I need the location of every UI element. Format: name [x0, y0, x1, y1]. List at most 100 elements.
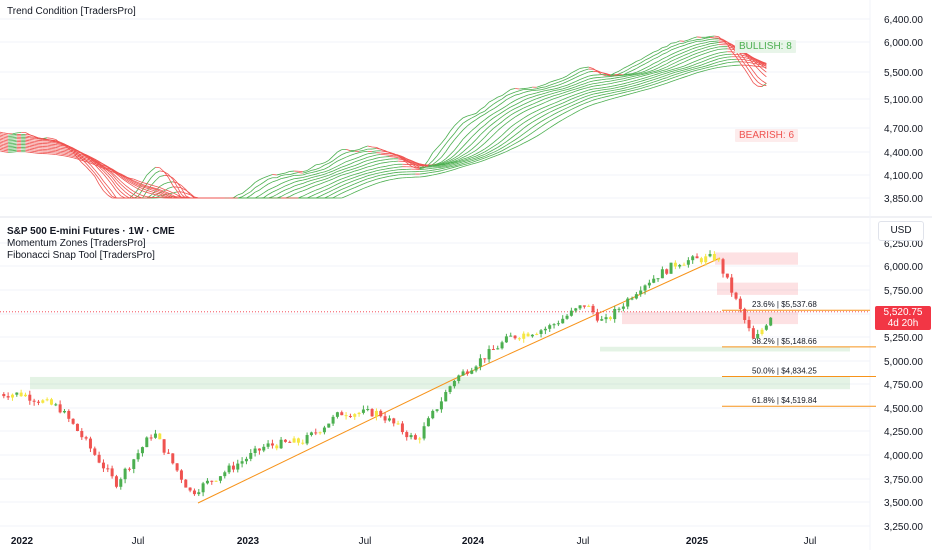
candle-body	[626, 298, 630, 307]
trend-ma-line	[241, 193, 247, 198]
trend-ma-line	[683, 50, 689, 53]
trend-ma-line	[523, 109, 529, 113]
trend-ma-line	[549, 102, 555, 106]
bar-countdown: 4d 20h	[887, 318, 919, 329]
trend-ma-line	[640, 59, 646, 64]
trend-ma-line	[475, 134, 481, 140]
trend-ma-line	[454, 144, 460, 151]
trend-ma-line	[47, 139, 52, 141]
main-y-tick-label: 3,750.00	[884, 475, 923, 486]
trend-ma-line	[527, 86, 533, 89]
trend-ma-line	[371, 160, 377, 163]
trend-ma-line	[497, 108, 503, 112]
trend-ma-line	[337, 189, 342, 192]
trend-ma-line	[653, 71, 659, 74]
trend-ma-line	[311, 171, 316, 174]
trend-ma-line	[289, 178, 295, 181]
trend-ma-line	[701, 37, 706, 40]
symbol-title[interactable]: S&P 500 E-mini Futures · 1W · CME	[7, 226, 175, 237]
trend-ma-line	[610, 79, 615, 82]
trend-ma-line	[536, 91, 542, 94]
trend-ma-line	[653, 82, 659, 85]
trend-ma-line	[748, 55, 754, 59]
trend-ma-line	[107, 169, 113, 173]
trend-ma-line	[753, 57, 758, 61]
trend-ma-line	[701, 56, 706, 60]
trend-ma-line	[311, 169, 316, 171]
trend-ma-line	[675, 53, 680, 57]
trend-ma-line	[146, 170, 152, 176]
trend-ma-line	[515, 88, 520, 90]
trend-ma-line	[527, 132, 533, 137]
trend-ma-line	[696, 68, 702, 71]
main-y-tick-label: 4,500.00	[884, 404, 923, 415]
trend-ma-line	[385, 151, 390, 153]
trend-ma-line	[553, 89, 559, 92]
trend-ma-line	[662, 74, 667, 78]
trend-ma-line	[111, 168, 117, 173]
trend-ma-line	[172, 196, 178, 199]
trend-ma-line	[653, 56, 659, 60]
trend-ma-line	[168, 186, 173, 189]
trend-ma-line	[592, 102, 598, 105]
trend-ma-line	[644, 71, 650, 74]
trend-ma-line	[623, 82, 628, 85]
trend-ma-line	[480, 110, 485, 114]
trend-ma-line	[636, 74, 641, 77]
trend-ma-line	[319, 193, 325, 197]
trend-ma-line	[510, 147, 516, 150]
trend-ma-line	[623, 79, 628, 82]
candle-body	[62, 410, 66, 413]
main-y-tick-label: 5,250.00	[884, 333, 923, 344]
trend-ma-line	[246, 195, 251, 199]
trend-ma-line	[73, 154, 78, 157]
trend-ma-line	[34, 148, 39, 150]
trend-ma-line	[657, 47, 663, 51]
trend-ma-line	[696, 58, 702, 61]
trend-ma-line	[34, 136, 39, 139]
candle-body	[530, 334, 534, 337]
trend-ma-line	[644, 80, 650, 83]
indicator-momentum-zones[interactable]: Momentum Zones [TradersPro]	[7, 238, 146, 249]
trend-ma-line	[722, 59, 728, 62]
trend-ma-line	[350, 183, 355, 187]
x-tick-label: 2023	[237, 536, 260, 547]
trend-ma-line	[575, 101, 581, 105]
trend-ma-line	[363, 156, 368, 160]
trend-ma-line	[150, 190, 156, 196]
trend-ma-line	[111, 171, 117, 175]
trend-ma-line	[597, 71, 602, 73]
trend-ma-line	[129, 178, 134, 183]
trend-ma-line	[376, 166, 381, 169]
trend-ma-line	[467, 162, 472, 165]
candle-body	[379, 410, 383, 417]
trend-ma-line	[597, 87, 602, 89]
trend-ma-line	[454, 164, 459, 167]
trend-ma-line	[172, 192, 178, 196]
trend-ma-line	[341, 190, 347, 194]
trend-ma-line	[354, 181, 360, 185]
trend-ma-line	[670, 71, 676, 75]
trend-ma-line	[657, 74, 663, 77]
trend-ma-line	[631, 75, 637, 78]
indicator-fibonacci-snap[interactable]: Fibonacci Snap Tool [TradersPro]	[7, 250, 155, 261]
trend-ma-line	[540, 123, 546, 128]
trend-ma-line	[692, 46, 698, 50]
trend-ma-line	[281, 174, 286, 177]
trend-ma-line	[146, 189, 152, 193]
trend-ma-line	[293, 180, 299, 183]
trend-ma-line	[285, 187, 290, 191]
trend-ma-line	[302, 193, 308, 197]
trend-ma-line	[579, 96, 585, 100]
trend-ma-line	[527, 90, 533, 92]
trend-ma-line	[181, 187, 186, 191]
trend-ma-line	[124, 184, 130, 189]
trend-ma-line	[657, 65, 663, 69]
trend-ma-line	[631, 89, 637, 92]
trend-ma-line	[497, 153, 503, 156]
trend-ma-line	[636, 83, 641, 86]
currency-button[interactable]: USD	[878, 221, 924, 241]
trend-ma-line	[549, 106, 555, 109]
trend-ma-line	[757, 62, 763, 64]
trend-ma-line	[55, 154, 61, 156]
